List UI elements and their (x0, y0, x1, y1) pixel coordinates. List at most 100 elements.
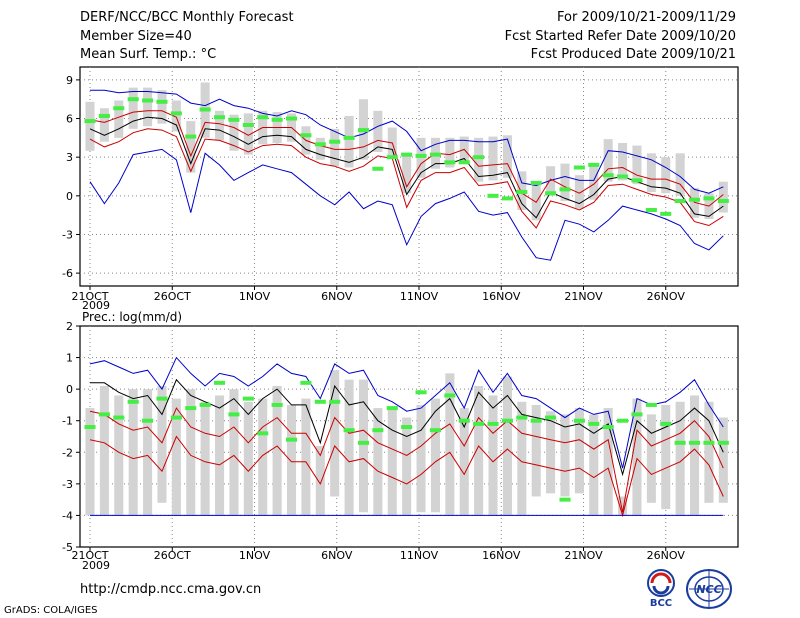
ncc-logo: NCC (686, 569, 732, 609)
temp-xtick-label: 21NOV (564, 290, 603, 303)
temp-spread-box (387, 127, 397, 156)
prec-spread-box (286, 404, 297, 516)
temp-spread-box (488, 136, 498, 181)
temp-year-label: 2009 (82, 299, 110, 312)
prec-xtick-label: 11NOV (400, 549, 439, 562)
temp-spread-box (157, 90, 167, 124)
prec-marker (357, 440, 370, 445)
prec-marker (228, 412, 240, 417)
prec-marker (84, 425, 96, 430)
temp-marker (401, 152, 413, 157)
prec-spread-box (114, 395, 124, 516)
chart-title: DERF/NCC/BCC Monthly Forecast (80, 10, 294, 25)
prec-marker (257, 431, 269, 436)
temp-spread-box (646, 153, 656, 192)
temp-marker (314, 142, 326, 147)
prec-marker (703, 440, 715, 445)
ncc-logo-text: NCC (696, 583, 721, 596)
prec-spread-box (373, 408, 383, 516)
temp-xtick-label: 26NOV (647, 290, 686, 303)
temp-series-upper (89, 110, 724, 207)
forecast-period: For 2009/10/21-2009/11/29 (557, 10, 736, 25)
temp-marker (343, 135, 355, 140)
prec-marker (113, 415, 125, 420)
prec-marker (717, 440, 729, 445)
prec-xtick-label: 21OCT (71, 549, 108, 562)
temp-marker (487, 193, 499, 198)
temp-marker (473, 155, 485, 160)
temp-marker (199, 107, 211, 112)
temp-xtick-label: 21OCT (71, 290, 108, 303)
prec-series-mean (89, 407, 724, 513)
footer-url[interactable]: http://cmdp.ncc.cma.gov.cn (80, 582, 262, 597)
prec-spread-box (445, 373, 455, 516)
prec-spread-box (402, 417, 412, 516)
prec-marker (516, 415, 528, 420)
prec-xtick-label: 1NOV (239, 549, 271, 562)
temp-marker (501, 196, 513, 201)
prec-spread-box (632, 398, 642, 516)
temp-marker (329, 139, 341, 144)
prec-marker (142, 418, 154, 423)
prec-xtick-label: 26NOV (647, 549, 686, 562)
temp-spread-box (215, 110, 225, 141)
prec-marker (127, 399, 139, 404)
temp-marker (156, 99, 168, 104)
temp-marker (689, 197, 701, 202)
temp-spread-box (99, 108, 109, 142)
temp-spread-box (675, 153, 685, 196)
prec-ytick-label: 1 (66, 352, 73, 365)
temp-marker (257, 115, 269, 120)
prec-xtick-label: 16NOV (482, 549, 521, 562)
temp-marker (386, 155, 398, 160)
prec-spread-box (459, 408, 469, 516)
prec-marker (602, 425, 614, 430)
prec-ytick-label: -2 (62, 446, 73, 459)
variable-label: Mean Surf. Temp.: °C (80, 47, 217, 62)
prec-xtick-label: 26OCT (154, 549, 191, 562)
forecast-started: Fcst Started Refer Date 2009/10/20 (504, 29, 736, 44)
temp-marker (214, 115, 226, 120)
prec-spread-box (531, 404, 541, 497)
prec-marker (285, 437, 298, 442)
prec-spread-box (186, 389, 196, 516)
temp-spread-box (85, 101, 95, 151)
prec-spread-box (229, 389, 239, 516)
temp-spread-box (143, 87, 153, 127)
prec-spread-box (358, 379, 369, 513)
temp-marker (674, 198, 686, 203)
prec-marker (487, 421, 499, 426)
prec-spread-box (675, 401, 685, 516)
prec-marker (401, 425, 413, 430)
temp-series-min (89, 148, 724, 261)
temp-marker (717, 198, 729, 203)
temp-spread-box (632, 145, 642, 185)
temp-spread-box (546, 166, 556, 196)
prec-spread-box (718, 417, 728, 503)
prec-year-label: 2009 (82, 559, 110, 572)
temp-marker (142, 98, 154, 103)
temp-spread-box (445, 137, 455, 168)
temp-marker (170, 111, 182, 116)
temp-xtick-label: 26OCT (154, 290, 191, 303)
prec-marker (156, 396, 168, 401)
temp-ytick-label: -3 (62, 228, 73, 241)
temp-spread-box (718, 181, 728, 213)
prec-ytick-label: -3 (62, 478, 73, 491)
prec-marker (314, 399, 326, 404)
prec-spread-box (258, 398, 268, 516)
temp-spread-box (315, 137, 325, 160)
temp-series-lower (89, 128, 724, 229)
prec-spread-box (589, 414, 599, 516)
bcc-logo-text: BCC (650, 598, 672, 608)
prec-ytick-label: -4 (62, 509, 73, 522)
temp-marker (545, 191, 557, 196)
prec-xtick-label: 6NOV (321, 549, 353, 562)
temp-spread-box (603, 139, 613, 182)
prec-ytick-label: 2 (66, 320, 73, 333)
prec-spread-box (243, 401, 253, 516)
prec-spread-box (272, 385, 282, 516)
temp-ytick-label: 3 (66, 151, 73, 164)
prec-spread-box (301, 398, 311, 516)
